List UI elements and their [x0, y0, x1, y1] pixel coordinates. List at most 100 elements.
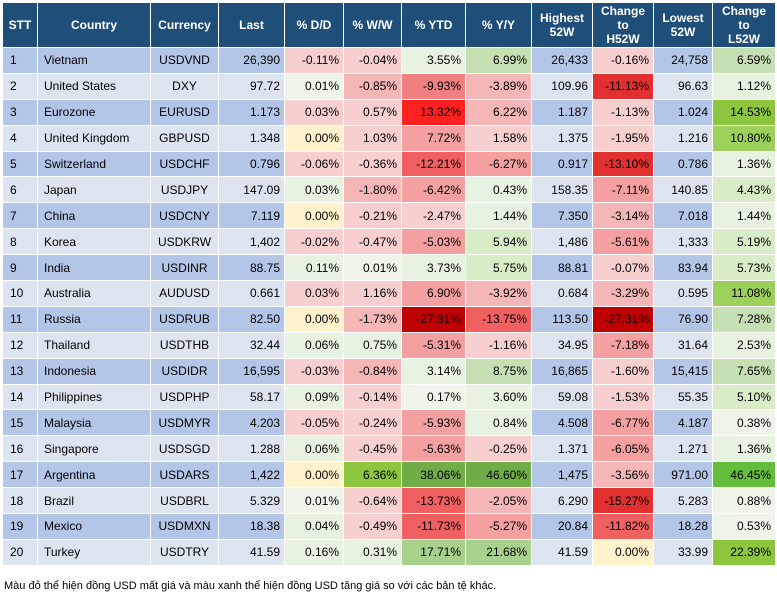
- pct-ww-cell: -1.80%: [343, 176, 402, 204]
- lowest-52w-cell: 140.85: [653, 176, 713, 204]
- currency-code-cell: AUDUSD: [150, 280, 219, 307]
- last-value-cell: 1,402: [218, 228, 285, 256]
- column-header: Last: [218, 2, 285, 48]
- pct-ytd-cell: 0.17%: [401, 383, 466, 411]
- table-row: 7 China USDCNY 7.119 0.00% -0.21% -2.47% 1.44% 7…: [2, 202, 776, 230]
- country-name-cell: Singapore: [37, 435, 151, 463]
- last-value-cell: 18.38: [218, 513, 285, 540]
- pct-ww-cell: 0.01%: [343, 254, 402, 282]
- change-to-l52w-cell: 11.08%: [712, 280, 776, 307]
- table-row: 13 Indonesia USDIDR 16,595 -0.03% -0.84% 3.14%…: [2, 357, 776, 385]
- pct-ww-cell: 6.36%: [343, 461, 402, 489]
- table-row: 16 Singapore USDSGD 1.288 0.06% -0.45% -5.63% -…: [2, 435, 776, 463]
- last-value-cell: 88.75: [218, 254, 285, 282]
- pct-ytd-cell: 38.06%: [401, 461, 466, 489]
- last-value-cell: 1.173: [218, 98, 285, 126]
- highest-52w-cell: 1.371: [531, 435, 593, 463]
- change-to-h52w-cell: -1.95%: [592, 124, 654, 152]
- row-number-cell: 3: [2, 98, 38, 126]
- change-to-h52w-cell: -13.10%: [592, 150, 654, 178]
- pct-ww-cell: 0.31%: [343, 538, 402, 566]
- country-name-cell: Argentina: [37, 461, 151, 489]
- row-number-cell: 14: [2, 383, 38, 411]
- table-row: 10 Australia AUDUSD 0.661 0.03% 1.16% 6.90% -3.…: [2, 280, 776, 307]
- row-number-cell: 2: [2, 72, 38, 100]
- change-to-l52w-cell: 5.73%: [712, 254, 776, 282]
- highest-52w-cell: 26,433: [531, 47, 593, 74]
- table-row: 1 Vietnam USDVND 26,390 -0.11% -0.04% 3.55% 6.9…: [2, 47, 776, 74]
- currency-code-cell: USDVND: [150, 47, 219, 74]
- fx-table-container: STT Country Currency Last% D/D% W/W% YTD% Y…: [2, 2, 776, 566]
- row-number-cell: 12: [2, 331, 38, 359]
- highest-52w-cell: 41.59: [531, 538, 593, 566]
- country-name-cell: China: [37, 202, 151, 230]
- table-row: 8 Korea USDKRW 1,402 -0.02% -0.47% -5.03% 5.94%…: [2, 228, 776, 256]
- pct-dd-cell: 0.00%: [284, 124, 344, 152]
- lowest-52w-cell: 33.99: [653, 538, 713, 566]
- pct-dd-cell: 0.06%: [284, 435, 344, 463]
- lowest-52w-cell: 18.28: [653, 513, 713, 540]
- change-to-l52w-cell: 22.39%: [712, 538, 776, 566]
- country-name-cell: Japan: [37, 176, 151, 204]
- highest-52w-cell: 109.96: [531, 72, 593, 100]
- pct-dd-cell: 0.09%: [284, 383, 344, 411]
- highest-52w-cell: 4.508: [531, 409, 593, 437]
- row-number-cell: 9: [2, 254, 38, 282]
- pct-dd-cell: 0.04%: [284, 513, 344, 540]
- pct-ww-cell: -1.73%: [343, 305, 402, 333]
- pct-ww-cell: 1.03%: [343, 124, 402, 152]
- lowest-52w-cell: 5.283: [653, 487, 713, 515]
- table-row: 19 Mexico USDMXN 18.38 0.04% -0.49% -11.73% -5.…: [2, 513, 776, 540]
- pct-yy-cell: -6.27%: [465, 150, 532, 178]
- country-name-cell: Korea: [37, 228, 151, 256]
- lowest-52w-cell: 76.90: [653, 305, 713, 333]
- pct-ytd-cell: 3.55%: [401, 47, 466, 74]
- country-name-cell: Indonesia: [37, 357, 151, 385]
- country-name-cell: Philippines: [37, 383, 151, 411]
- highest-52w-cell: 0.684: [531, 280, 593, 307]
- country-name-cell: India: [37, 254, 151, 282]
- pct-dd-cell: 0.11%: [284, 254, 344, 282]
- column-header: % Y/Y: [465, 2, 532, 48]
- country-name-cell: Turkey: [37, 538, 151, 566]
- pct-yy-cell: 5.75%: [465, 254, 532, 282]
- pct-yy-cell: 0.43%: [465, 176, 532, 204]
- lowest-52w-cell: 0.786: [653, 150, 713, 178]
- pct-dd-cell: 0.16%: [284, 538, 344, 566]
- lowest-52w-cell: 1.271: [653, 435, 713, 463]
- table-row: 3 Eurozone EURUSD 1.173 0.03% 0.57% 13.32% 6.22…: [2, 98, 776, 126]
- pct-ww-cell: -0.24%: [343, 409, 402, 437]
- column-header: Lowest 52W: [653, 2, 713, 48]
- column-header: Change to L52W: [712, 2, 776, 48]
- pct-dd-cell: 0.00%: [284, 202, 344, 230]
- lowest-52w-cell: 0.595: [653, 280, 713, 307]
- change-to-h52w-cell: -7.18%: [592, 331, 654, 359]
- lowest-52w-cell: 1,333: [653, 228, 713, 256]
- highest-52w-cell: 6.290: [531, 487, 593, 515]
- lowest-52w-cell: 1.216: [653, 124, 713, 152]
- table-row: 2 United States DXY 97.72 0.01% -0.85% -9.93% -…: [2, 72, 776, 100]
- highest-52w-cell: 1.187: [531, 98, 593, 126]
- change-to-l52w-cell: 2.53%: [712, 331, 776, 359]
- pct-yy-cell: -0.25%: [465, 435, 532, 463]
- highest-52w-cell: 1,475: [531, 461, 593, 489]
- pct-dd-cell: 0.03%: [284, 176, 344, 204]
- table-row: 17 Argentina USDARS 1,422 0.00% 6.36% 38.06% 46…: [2, 461, 776, 489]
- row-number-cell: 6: [2, 176, 38, 204]
- color-legend-note: Màu đỏ thể hiện đồng USD mất giá và màu …: [4, 580, 497, 592]
- last-value-cell: 7.119: [218, 202, 285, 230]
- lowest-52w-cell: 1.024: [653, 98, 713, 126]
- pct-yy-cell: 8.75%: [465, 357, 532, 385]
- row-number-cell: 19: [2, 513, 38, 540]
- pct-dd-cell: -0.06%: [284, 150, 344, 178]
- change-to-l52w-cell: 5.10%: [712, 383, 776, 411]
- pct-yy-cell: 1.58%: [465, 124, 532, 152]
- pct-ytd-cell: 13.32%: [401, 98, 466, 126]
- row-number-cell: 7: [2, 202, 38, 230]
- change-to-h52w-cell: -1.60%: [592, 357, 654, 385]
- pct-ytd-cell: 17.71%: [401, 538, 466, 566]
- column-header: % W/W: [343, 2, 402, 48]
- pct-yy-cell: 3.60%: [465, 383, 532, 411]
- table-body: 1 Vietnam USDVND 26,390 -0.11% -0.04% 3.55% 6.9…: [2, 47, 776, 566]
- pct-dd-cell: -0.02%: [284, 228, 344, 256]
